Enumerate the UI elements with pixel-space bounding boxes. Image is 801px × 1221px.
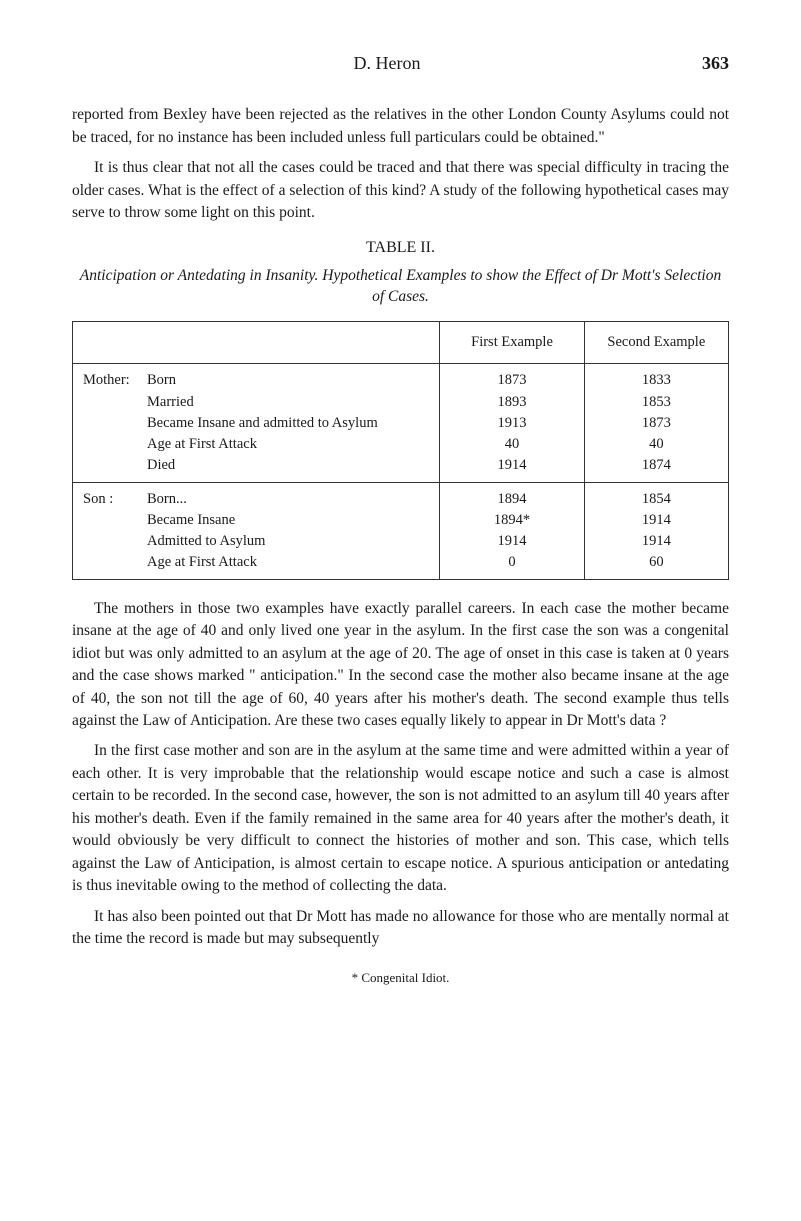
cell-value: 40 xyxy=(595,434,718,455)
row-lead xyxy=(83,455,147,476)
row-label: Born... xyxy=(147,489,429,510)
cell-value: 1874 xyxy=(595,455,718,476)
paragraph-2: It is thus clear that not all the cases … xyxy=(72,157,729,224)
cell-value: 1914 xyxy=(450,531,573,552)
table-block-row: Son :Born...Became InsaneAdmitted to Asy… xyxy=(73,482,729,579)
block-second-example-cell: 18541914191460 xyxy=(584,482,728,579)
cell-value: 1893 xyxy=(450,392,573,413)
paragraph-1: reported from Bexley have been rejected … xyxy=(72,104,729,149)
row-label: Became Insane xyxy=(147,510,429,531)
data-table: First Example Second Example Mother:Born… xyxy=(72,321,729,579)
row-lead: Son : xyxy=(83,489,147,510)
cell-value: 1913 xyxy=(450,413,573,434)
table-row-line: Mother:Born xyxy=(83,370,429,391)
table-row-line: Age at First Attack xyxy=(83,552,429,573)
cell-value: 1854 xyxy=(595,489,718,510)
row-label: Born xyxy=(147,370,429,391)
cell-value: 40 xyxy=(450,434,573,455)
row-label: Age at First Attack xyxy=(147,552,429,573)
table-subtitle: Anticipation or Antedating in Insanity. … xyxy=(72,266,729,308)
table-row-line: Died xyxy=(83,455,429,476)
row-lead xyxy=(83,392,147,413)
page-number: 363 xyxy=(702,50,729,76)
page-header: D. Heron 363 xyxy=(72,50,729,76)
row-label: Died xyxy=(147,455,429,476)
footnote: * Congenital Idiot. xyxy=(72,969,729,988)
cell-value: 1894 xyxy=(450,489,573,510)
table-row-line: Became Insane and admitted to Asylum xyxy=(83,413,429,434)
cell-value: 60 xyxy=(595,552,718,573)
author-name: D. Heron xyxy=(354,50,421,76)
row-label: Admitted to Asylum xyxy=(147,531,429,552)
row-lead: Mother: xyxy=(83,370,147,391)
col-blank xyxy=(73,322,440,364)
block-second-example-cell: 183318531873401874 xyxy=(584,364,728,482)
table-heading: TABLE II. xyxy=(72,236,729,259)
row-label: Age at First Attack xyxy=(147,434,429,455)
cell-value: 1914 xyxy=(595,510,718,531)
block-label-cell: Son :Born...Became InsaneAdmitted to Asy… xyxy=(73,482,440,579)
row-lead xyxy=(83,531,147,552)
cell-value: 1873 xyxy=(595,413,718,434)
paragraph-3: The mothers in those two examples have e… xyxy=(72,598,729,733)
paragraph-5: It has also been pointed out that Dr Mot… xyxy=(72,906,729,951)
table-header-row: First Example Second Example xyxy=(73,322,729,364)
col-second-example: Second Example xyxy=(584,322,728,364)
row-lead xyxy=(83,510,147,531)
cell-value: 1873 xyxy=(450,370,573,391)
cell-value: 1894* xyxy=(450,510,573,531)
row-label: Became Insane and admitted to Asylum xyxy=(147,413,429,434)
cell-value: 1853 xyxy=(595,392,718,413)
block-first-example-cell: 187318931913401914 xyxy=(440,364,584,482)
cell-value: 1833 xyxy=(595,370,718,391)
cell-value: 1914 xyxy=(595,531,718,552)
row-lead xyxy=(83,413,147,434)
paragraph-4: In the first case mother and son are in … xyxy=(72,740,729,897)
table-row-line: Became Insane xyxy=(83,510,429,531)
block-first-example-cell: 18941894*19140 xyxy=(440,482,584,579)
table-row-line: Admitted to Asylum xyxy=(83,531,429,552)
table-block-row: Mother:BornMarriedBecame Insane and admi… xyxy=(73,364,729,482)
table-row-line: Age at First Attack xyxy=(83,434,429,455)
row-lead xyxy=(83,434,147,455)
block-label-cell: Mother:BornMarriedBecame Insane and admi… xyxy=(73,364,440,482)
col-first-example: First Example xyxy=(440,322,584,364)
cell-value: 1914 xyxy=(450,455,573,476)
row-label: Married xyxy=(147,392,429,413)
row-lead xyxy=(83,552,147,573)
table-row-line: Son :Born... xyxy=(83,489,429,510)
cell-value: 0 xyxy=(450,552,573,573)
table-row-line: Married xyxy=(83,392,429,413)
